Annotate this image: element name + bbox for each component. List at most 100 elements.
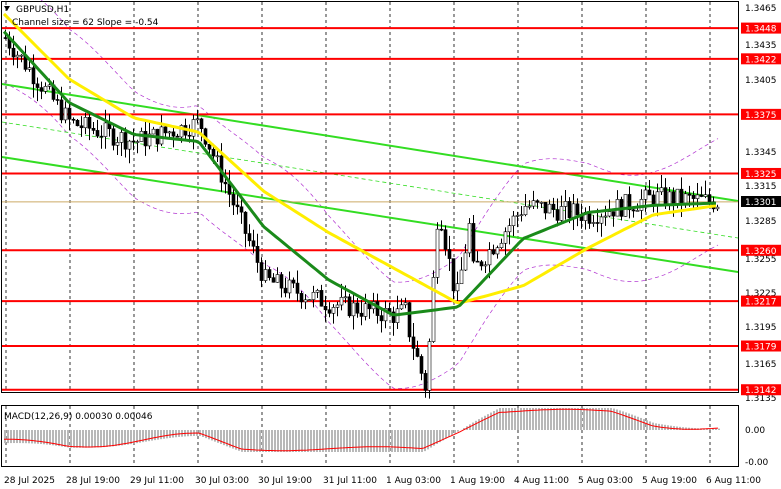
vertical-gridlines	[5, 2, 711, 466]
macd-bar	[16, 430, 18, 444]
candle-body	[379, 315, 384, 322]
macd-bar	[151, 430, 153, 441]
macd-bar	[208, 430, 210, 440]
macd-bar	[463, 428, 465, 430]
current-price-label: 1.3301	[741, 196, 781, 208]
channel-upper	[1, 83, 739, 202]
chevron-down-icon[interactable]	[4, 6, 10, 11]
macd-bar	[55, 430, 57, 446]
level-label-bg	[741, 340, 781, 352]
macd-bar	[76, 430, 78, 448]
macd-scale-zero: 0.00	[745, 426, 765, 436]
macd-bar	[22, 430, 24, 444]
candle-body	[523, 206, 528, 216]
macd-bar	[478, 419, 480, 430]
candle-body	[127, 140, 132, 150]
macd-bar	[436, 430, 438, 444]
macd-bar	[322, 430, 324, 452]
macd-bar	[100, 430, 102, 448]
candle-body	[611, 211, 616, 217]
macd-bar	[286, 430, 288, 452]
macd-bar	[310, 430, 312, 452]
macd-bar	[544, 408, 546, 430]
level-label-bg	[741, 53, 781, 65]
candle-body	[171, 131, 176, 137]
candle-body	[119, 132, 124, 143]
macd-bar	[619, 410, 621, 430]
candle-body	[603, 215, 608, 218]
time-label: 4 Aug 11:00	[514, 476, 569, 486]
macd-bar	[103, 430, 105, 448]
candle-body	[71, 118, 76, 121]
macd-bar	[316, 430, 318, 452]
macd-bar	[121, 430, 123, 446]
macd-bar	[238, 430, 240, 451]
macd-bar	[643, 419, 645, 430]
candle-body	[707, 194, 712, 203]
candle-body	[215, 155, 220, 158]
candle-body	[27, 67, 32, 70]
moving-averages	[2, 12, 717, 317]
macd-bar	[220, 430, 222, 444]
macd-bar	[646, 420, 648, 430]
macd-bar	[514, 408, 516, 430]
ma-green-line	[2, 30, 717, 317]
time-label: 5 Aug 03:00	[578, 476, 633, 486]
candle-body	[231, 194, 236, 206]
macd-bar	[58, 430, 60, 447]
macd-bar	[472, 422, 474, 430]
macd-bar	[94, 430, 96, 448]
candle-body	[67, 107, 72, 120]
macd-bar	[382, 430, 384, 452]
candle-body	[19, 54, 24, 57]
macd-bar	[502, 408, 504, 430]
candle-body	[163, 126, 168, 134]
time-label: 6 Aug 11:00	[706, 476, 761, 486]
time-axis: 28 Jul 2025 28 Jul 19:00 29 Jul 11:00 30…	[4, 476, 761, 486]
candle-body	[59, 99, 64, 121]
macd-bar	[391, 430, 393, 452]
candle-body	[255, 246, 260, 263]
candle-body	[507, 225, 512, 233]
candle-body	[47, 84, 52, 87]
time-label: 1 Aug 03:00	[386, 476, 441, 486]
macd-bar	[70, 430, 72, 448]
candle-body	[99, 135, 104, 138]
macd-bar	[433, 430, 435, 446]
macd-bar	[625, 412, 627, 430]
candle-body	[635, 210, 640, 212]
level-label: 1.3142	[745, 386, 777, 396]
price-tick: 1.3345	[745, 148, 777, 158]
candle-body	[3, 37, 8, 39]
macd-bar	[409, 430, 411, 452]
macd-bar	[256, 430, 258, 452]
macd-bar	[532, 408, 534, 430]
macd-bar	[379, 430, 381, 452]
macd-bar	[226, 430, 228, 447]
macd-bar	[172, 430, 174, 438]
candle-body	[311, 291, 316, 300]
macd-bar	[565, 408, 567, 430]
time-label: 30 Jul 03:00	[195, 476, 249, 486]
macd-bar	[592, 408, 594, 430]
macd-bar	[385, 430, 387, 452]
candle-body	[207, 143, 212, 150]
macd-bar	[145, 430, 147, 442]
macd-bar	[157, 430, 159, 440]
candle-body	[323, 305, 328, 311]
macd-bar	[289, 430, 291, 452]
candle-body	[691, 194, 696, 199]
macd-bar	[46, 430, 48, 445]
macd-bar	[589, 408, 591, 430]
level-label-bg	[741, 108, 781, 120]
macd-bar	[118, 430, 120, 446]
candle-body	[599, 216, 604, 224]
time-label: 1 Aug 19:00	[450, 476, 505, 486]
candle-body	[623, 194, 628, 217]
candle-body	[175, 135, 180, 138]
macd-bar	[142, 430, 144, 443]
candle-body	[307, 299, 312, 301]
candle-body	[567, 201, 572, 218]
candle-body	[75, 119, 80, 127]
